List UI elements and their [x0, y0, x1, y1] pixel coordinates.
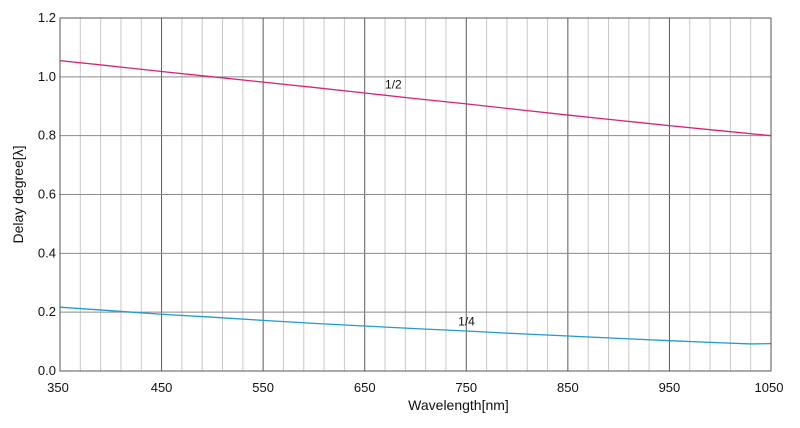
y-tick-label: 0.4: [38, 245, 56, 260]
grid: [59, 17, 772, 372]
series-lines: 1/2 1/4: [59, 60, 772, 345]
y-axis-title: Delay degree[λ]: [10, 145, 26, 243]
y-tick-label: 0.0: [38, 363, 56, 378]
y-tick-label: 0.8: [38, 128, 56, 143]
series-line-1: [59, 306, 772, 345]
x-tick-label: 450: [151, 380, 173, 395]
x-axis-title: Wavelength[nm]: [408, 397, 509, 413]
x-tick-label: 350: [47, 380, 69, 395]
series-label-1: 1/4: [458, 314, 475, 328]
x-tick-labels: 350 450 550 650 750 850 950 1050: [47, 380, 783, 395]
y-tick-label: 0.6: [38, 187, 56, 202]
plot-frame: [59, 17, 772, 372]
series-label-0: 1/2: [385, 78, 402, 92]
x-tick-label: 750: [455, 380, 477, 395]
x-tick-label: 1050: [755, 380, 784, 395]
y-tick-label: 0.2: [38, 304, 56, 319]
x-tick-label: 850: [557, 380, 579, 395]
series-line-0: [59, 60, 772, 137]
y-tick-label: 1.2: [38, 10, 56, 25]
x-tick-label: 550: [252, 380, 274, 395]
y-tick-label: 1.0: [38, 69, 56, 84]
x-tick-label: 950: [659, 380, 681, 395]
y-tick-labels: 0.0 0.2 0.4 0.6 0.8 1.0 1.2: [38, 10, 56, 378]
x-tick-label: 650: [354, 380, 376, 395]
